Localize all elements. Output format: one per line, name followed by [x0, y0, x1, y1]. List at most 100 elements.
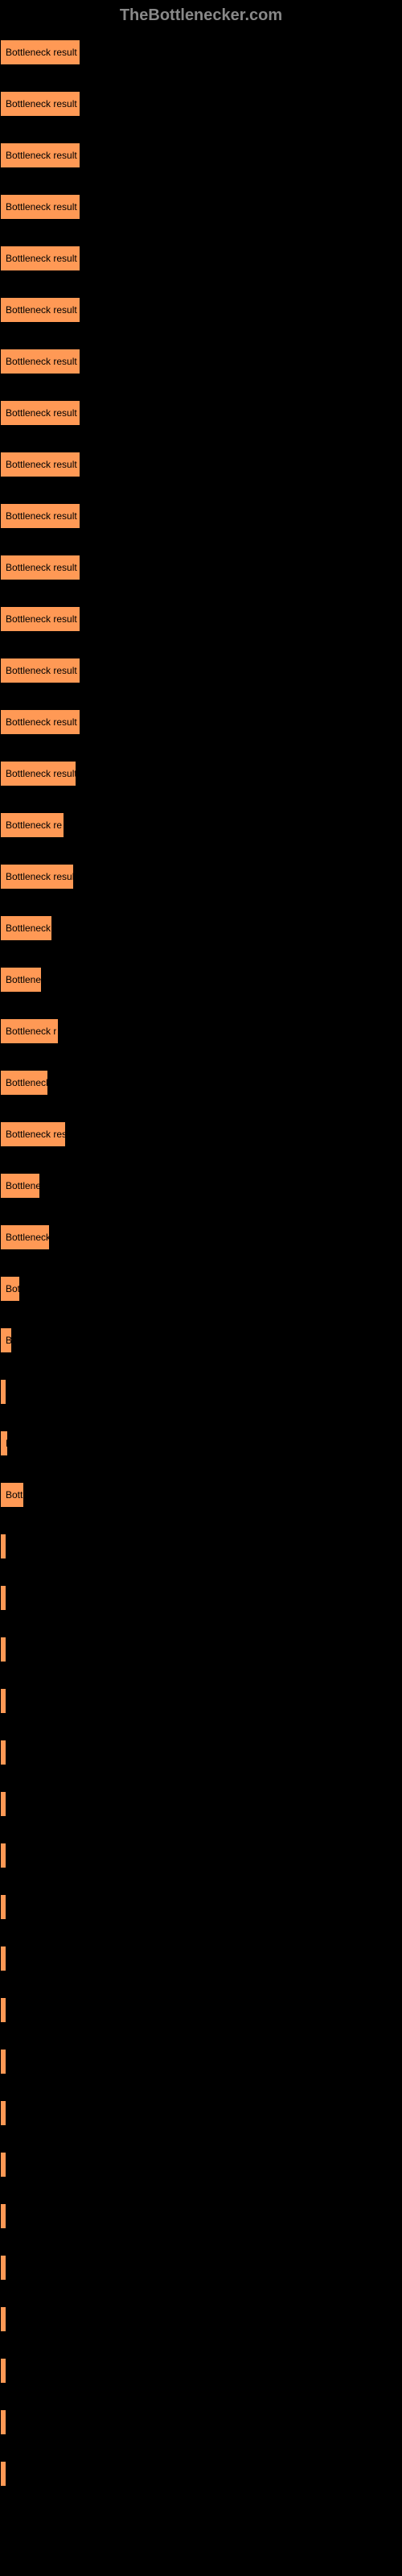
bar-row [0, 2152, 402, 2178]
bar: Bottleneck res [0, 1121, 66, 1147]
bar: Bottleneck result [0, 400, 80, 426]
bar-row: Bottleneck result [0, 400, 402, 426]
main-container: TheBottlenecker.com Bottleneck resultBot… [0, 0, 402, 2520]
bar: Bottleneck result [0, 349, 80, 374]
bar: Bottleneck result [0, 91, 80, 117]
bar-row: B [0, 1327, 402, 1353]
bar-label: Bottleneck result [6, 150, 77, 161]
bar-row: Bottleneck result [0, 452, 402, 477]
bar-label: Bottleneck resul [6, 871, 73, 882]
bar-row [0, 2306, 402, 2332]
bar: Bottleneck result [0, 194, 80, 220]
bar [0, 1843, 6, 1868]
bar-row [0, 1688, 402, 1714]
bar-row: Bottleneck r [0, 1018, 402, 1044]
bar-row: Bottl [0, 1482, 402, 1508]
bar-row: Bottlene [0, 1173, 402, 1199]
bar-row [0, 1997, 402, 2023]
bar-label: Bottleneck [6, 1232, 49, 1243]
bar-row [0, 1946, 402, 1971]
bar [0, 1637, 6, 1662]
bar-label: Bottleneck result [6, 510, 77, 522]
bar: Bottleneck r [0, 1018, 59, 1044]
bar-row: Bottleneck [0, 915, 402, 941]
bar-row: Bottleneck resul [0, 864, 402, 890]
bar: Bottleneck result [0, 606, 80, 632]
bar-label: Bottleneck result [6, 459, 77, 470]
bar-label: B [6, 1335, 11, 1346]
bar-row: Bottlene [0, 967, 402, 993]
bar-chart: Bottleneck result Bottleneck result Bottle… [0, 31, 402, 2520]
bar-row [0, 1379, 402, 1405]
bar-label: Bottleneck r [6, 1026, 56, 1037]
bar-row [0, 1585, 402, 1611]
bar-label: Bottleneck result [6, 304, 77, 316]
bar-row [0, 2461, 402, 2487]
bar-label: Bot [6, 1283, 19, 1294]
bar-row: Bottleneck [0, 1070, 402, 1096]
bar [0, 2306, 6, 2332]
bar-row: Bottleneck result [0, 761, 402, 786]
bar: Bottleneck result [0, 452, 80, 477]
bar [0, 1688, 6, 1714]
bar: Bottlene [0, 1173, 40, 1199]
bar-row: Bottleneck result [0, 39, 402, 65]
bar [0, 2152, 6, 2178]
bar: Bottleneck result [0, 761, 76, 786]
bar-row: Bottleneck result [0, 297, 402, 323]
bar [0, 1791, 6, 1817]
bar-label: B [6, 1438, 7, 1449]
bar-label: Bottleneck re [6, 819, 62, 831]
bar: Bottleneck [0, 1070, 48, 1096]
bar [0, 1740, 6, 1765]
bar: Bottleneck result [0, 709, 80, 735]
bar [0, 1894, 6, 1920]
bar-row: Bottleneck result [0, 246, 402, 271]
bar-row: Bottleneck result [0, 349, 402, 374]
bar-label: Bottleneck result [6, 613, 77, 625]
bar-row: Bot [0, 1276, 402, 1302]
bar [0, 2255, 6, 2281]
bar-label: Bottleneck result [6, 407, 77, 419]
bar: Bottleneck re [0, 812, 64, 838]
bar-row: Bottleneck result [0, 503, 402, 529]
bar [0, 1585, 6, 1611]
bar: Bottleneck result [0, 142, 80, 168]
bar-label: Bottleneck result [6, 562, 77, 573]
bar-label: Bottleneck result [6, 201, 77, 213]
bar-row: Bottleneck result [0, 91, 402, 117]
bar-row: Bottleneck res [0, 1121, 402, 1147]
bar [0, 2100, 6, 2126]
bar-row: Bottleneck result [0, 658, 402, 683]
bar: Bot [0, 1276, 20, 1302]
bar-row: Bottleneck result [0, 194, 402, 220]
bar: Bottleneck result [0, 555, 80, 580]
bar-row: Bottleneck result [0, 606, 402, 632]
bar: Bottleneck result [0, 658, 80, 683]
bar-row: Bottleneck result [0, 555, 402, 580]
bar: Bottleneck [0, 1224, 50, 1250]
bar-row [0, 2100, 402, 2126]
bar-row [0, 1894, 402, 1920]
bar-label: Bottleneck result [6, 665, 77, 676]
bar: Bottleneck result [0, 39, 80, 65]
bar-row: Bottleneck re [0, 812, 402, 838]
bar-row [0, 1534, 402, 1559]
bar-row [0, 2049, 402, 2074]
bar [0, 2461, 6, 2487]
bar [0, 2409, 6, 2435]
page-title: TheBottlenecker.com [0, 0, 402, 31]
bar-row: Bottleneck result [0, 142, 402, 168]
bar-row [0, 2358, 402, 2384]
bar: Bottleneck resul [0, 864, 74, 890]
bar-label: Bottlene [6, 1180, 39, 1191]
bar-label: Bottleneck result [6, 768, 76, 779]
bar-label: Bottleneck [6, 1077, 47, 1088]
bar [0, 1534, 6, 1559]
bar-label: Bottleneck res [6, 1129, 65, 1140]
bar-row [0, 2203, 402, 2229]
bar: Bottleneck [0, 915, 52, 941]
bar: Bottleneck result [0, 297, 80, 323]
bar [0, 1946, 6, 1971]
bar-label: Bottleneck [6, 923, 51, 934]
